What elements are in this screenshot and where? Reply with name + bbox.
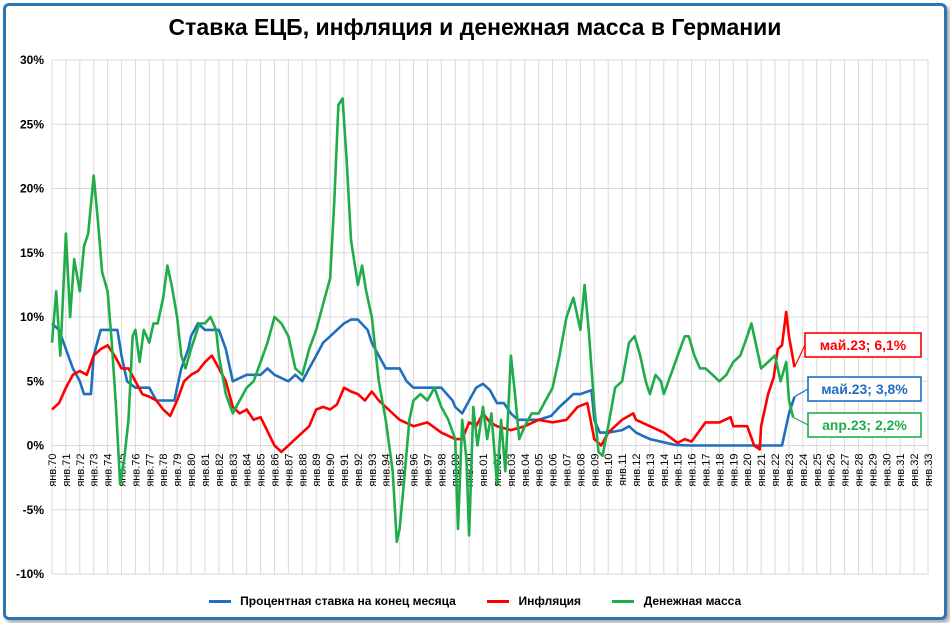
y-tick-label: 25% — [20, 117, 44, 131]
x-tick-label: янв.13 — [645, 454, 657, 487]
x-tick-label: янв.21 — [756, 454, 768, 487]
x-tick-label: янв.10 — [603, 454, 615, 487]
x-tick-label: янв.17 — [701, 454, 713, 487]
y-tick-label: 5% — [27, 374, 45, 388]
x-tick-label: янв.97 — [422, 454, 434, 487]
x-tick-label: янв.15 — [673, 454, 685, 487]
x-tick-label: янв.30 — [881, 454, 893, 487]
legend: Процентная ставка на конец месяца Инфляц… — [0, 594, 950, 608]
callout-box — [807, 376, 922, 402]
x-tick-label: янв.07 — [561, 454, 573, 487]
series-line-2 — [50, 97, 795, 544]
x-tick-label: янв.27 — [840, 454, 852, 487]
x-tick-label: янв.16 — [687, 454, 699, 487]
y-tick-label: 30% — [20, 53, 44, 67]
x-tick-label: янв.77 — [144, 454, 156, 487]
x-tick-label: янв.08 — [575, 454, 587, 487]
x-tick-label: янв.78 — [158, 454, 170, 487]
x-tick-label: янв.03 — [506, 454, 518, 487]
x-tick-label: янв.20 — [742, 454, 754, 487]
y-tick-label: 10% — [20, 310, 44, 324]
x-tick-label: янв.72 — [75, 454, 87, 487]
y-tick-label: -10% — [16, 567, 44, 581]
x-tick-label: янв.82 — [214, 454, 226, 487]
x-tick-label: янв.23 — [784, 454, 796, 487]
x-tick-label: янв.86 — [269, 454, 281, 487]
series-line-0 — [51, 318, 796, 447]
callout-leader — [794, 388, 809, 398]
callout-label: май.23; 6,1% — [820, 337, 907, 353]
x-tick-label: янв.73 — [89, 454, 101, 487]
chart-title: Ставка ЕЦБ, инфляция и денежная масса в … — [168, 14, 782, 40]
x-tick-label: янв.84 — [242, 454, 254, 487]
x-tick-label: янв.18 — [714, 454, 726, 487]
x-tick-label: янв.92 — [353, 454, 365, 487]
x-tick-label: янв.33 — [923, 454, 935, 487]
x-axis-ticks: янв.70 янв.71 янв.72 янв.73 янв.74 янв.75 янв.… — [47, 454, 935, 487]
series-line-1 — [51, 310, 796, 454]
x-tick-label: янв.71 — [61, 454, 73, 487]
x-tick-label: янв.12 — [631, 454, 643, 487]
x-tick-label: янв.96 — [409, 454, 421, 487]
x-tick-label: янв.11 — [617, 454, 629, 486]
x-tick-label: янв.32 — [909, 454, 921, 487]
x-tick-label: янв.06 — [548, 454, 560, 487]
legend-item-rate: Процентная ставка на конец месяца — [208, 594, 456, 608]
x-tick-label: янв.74 — [103, 454, 115, 487]
callout-leader — [793, 344, 806, 368]
x-tick-label: янв.88 — [297, 454, 309, 487]
x-tick-label: янв.98 — [436, 454, 448, 487]
y-tick-label: 20% — [20, 182, 44, 196]
x-tick-label: янв.22 — [770, 454, 782, 487]
x-tick-label: янв.04 — [520, 454, 532, 487]
y-tick-label: 15% — [20, 246, 44, 260]
callouts: май.23; 6,1% май.23; 3,8% апр.23; 2,2% — [792, 332, 922, 438]
x-tick-label: янв.90 — [325, 454, 337, 487]
legend-item-money: Денежная масса — [612, 594, 741, 608]
x-tick-label: янв.76 — [130, 454, 142, 487]
callout-label: апр.23; 2,2% — [822, 417, 907, 433]
callout-leader — [792, 416, 809, 426]
x-tick-label: янв.28 — [853, 454, 865, 487]
x-tick-label: янв.93 — [367, 454, 379, 487]
callout-box — [804, 332, 922, 358]
x-tick-label: янв.83 — [228, 454, 240, 487]
grid-lines — [51, 59, 929, 575]
x-tick-label: янв.31 — [895, 454, 907, 487]
x-tick-label: янв.09 — [589, 454, 601, 487]
legend-label-money: Денежная масса — [643, 594, 742, 608]
legend-item-inflation: Инфляция — [487, 594, 581, 608]
x-tick-label: янв.24 — [798, 454, 810, 487]
y-tick-label: -5% — [23, 503, 45, 517]
x-tick-label: янв.94 — [381, 454, 393, 487]
x-tick-label: янв.26 — [826, 454, 838, 487]
legend-label-inflation: Инфляция — [518, 594, 581, 608]
x-tick-label: янв.80 — [186, 454, 198, 487]
x-tick-label: янв.79 — [172, 454, 184, 487]
x-tick-label: янв.70 — [47, 454, 59, 487]
y-tick-label: 0% — [27, 439, 45, 453]
legend-label-rate: Процентная ставка на конец месяца — [240, 594, 456, 608]
x-tick-label: янв.05 — [534, 454, 546, 487]
x-tick-label: янв.29 — [867, 454, 879, 487]
x-tick-label: янв.01 — [478, 454, 490, 487]
callout-box — [807, 412, 922, 438]
x-tick-label: янв.91 — [339, 454, 351, 487]
x-tick-label: янв.19 — [728, 454, 740, 487]
x-tick-label: янв.87 — [283, 454, 295, 487]
x-tick-label: янв.25 — [812, 454, 824, 487]
x-tick-label: янв.89 — [311, 454, 323, 487]
legend-swatch-money — [612, 600, 635, 604]
x-tick-label: янв.85 — [256, 454, 268, 487]
legend-swatch-inflation — [487, 600, 510, 604]
x-tick-label: янв.81 — [200, 454, 212, 487]
series-lines — [50, 97, 796, 544]
legend-swatch-rate — [208, 600, 231, 604]
x-tick-label: янв.14 — [659, 454, 671, 487]
callout-label: май.23; 3,8% — [821, 381, 908, 397]
y-axis-ticks: -10% -5% 0% 5% 10% 15% 20% 25% 30% — [16, 53, 44, 581]
